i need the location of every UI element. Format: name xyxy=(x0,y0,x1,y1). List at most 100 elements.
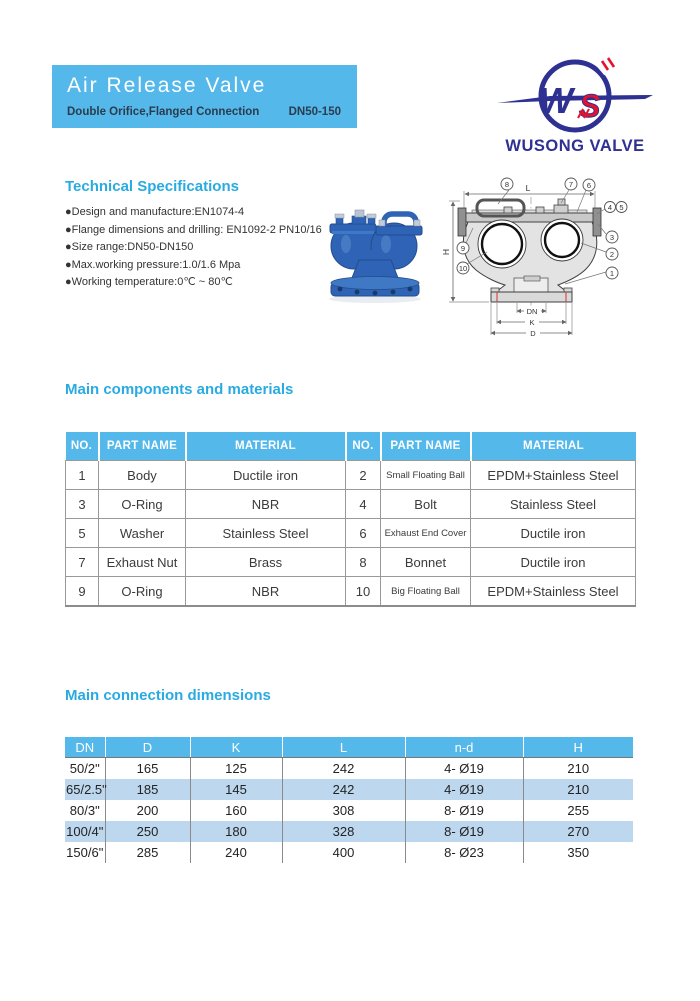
cell: NBR xyxy=(185,489,346,519)
table-header-row: DN D K L n-d H xyxy=(65,737,633,758)
dim-label-d: D xyxy=(530,329,536,338)
cell: 6 xyxy=(345,518,381,548)
cell: 125 xyxy=(189,757,282,779)
dim-label-h: H xyxy=(441,249,451,255)
cell: Ductile iron xyxy=(185,460,346,490)
cell: 8 xyxy=(345,547,381,577)
dimensions-heading: Main connection dimensions xyxy=(65,687,271,704)
callout-label: 10 xyxy=(459,264,467,273)
dim-label-dn: DN xyxy=(527,307,538,316)
callout-label: 6 xyxy=(587,181,591,190)
cell: 10 xyxy=(345,576,381,607)
table-row: 1 Body Ductile iron 2 Small Floating Bal… xyxy=(65,460,636,490)
table-row: 5 Washer Stainless Steel 6 Exhaust End C… xyxy=(65,518,636,548)
callout-label: 5 xyxy=(619,203,623,212)
cell: 242 xyxy=(281,779,405,800)
cell: 4 xyxy=(345,489,381,519)
column-header: MATERIAL xyxy=(184,432,346,461)
cell: 242 xyxy=(281,757,405,779)
spec-item: ●Flange dimensions and drilling: EN1092-… xyxy=(65,223,322,236)
components-table: NO. PART NAME MATERIAL NO. PART NAME MAT… xyxy=(65,432,636,607)
table-row: 65/2.5" 185 145 242 4- Ø19 210 xyxy=(65,779,633,800)
cell: 185 xyxy=(104,779,190,800)
cell: Big Floating Ball xyxy=(380,576,471,607)
header-subtitle: Double Orifice,Flanged Connection xyxy=(67,106,260,118)
cell: EPDM+Stainless Steel xyxy=(470,460,636,490)
cell: 50/2" xyxy=(69,761,100,776)
callout-label: 1 xyxy=(610,269,614,278)
tech-specs-list: ●Design and manufacture:EN1074-4 ●Flange… xyxy=(65,204,322,292)
dim-label-k: K xyxy=(529,318,534,327)
cell: NBR xyxy=(185,576,346,607)
header-block: Air Release Valve Double Orifice,Flanged… xyxy=(52,65,357,128)
cell: 255 xyxy=(522,800,633,821)
cell: O-Ring xyxy=(98,576,186,607)
cell: 270 xyxy=(522,821,633,842)
table-row: 80/3" 200 160 308 8- Ø19 255 xyxy=(65,800,633,821)
cell: Exhaust Nut xyxy=(98,547,186,577)
table-row: 7 Exhaust Nut Brass 8 Bonnet Ductile iro… xyxy=(65,547,636,577)
logo-letter-w: W xyxy=(539,80,576,121)
callout-label: 3 xyxy=(610,233,614,242)
logo-letter-s: S xyxy=(579,88,601,124)
cell: 200 xyxy=(104,800,190,821)
cell: 80/3" xyxy=(69,803,100,818)
cell: Exhaust End Cover xyxy=(380,518,471,548)
column-header: D xyxy=(104,737,190,758)
column-header: PART NAME xyxy=(379,432,471,461)
cell: Washer xyxy=(98,518,186,548)
cell: Bolt xyxy=(380,489,471,519)
column-header: K xyxy=(189,737,282,758)
column-header: NO. xyxy=(65,432,99,461)
cell: 400 xyxy=(281,842,405,863)
cell: 285 xyxy=(104,842,190,863)
cell: 160 xyxy=(189,800,282,821)
table-row: 3 O-Ring NBR 4 Bolt Stainless Steel xyxy=(65,489,636,519)
cell: 8- Ø19 xyxy=(404,821,523,842)
valve-photo-image xyxy=(329,209,423,303)
cell: 328 xyxy=(281,821,405,842)
header-subtitle-row: Double Orifice,Flanged Connection DN50-1… xyxy=(67,106,341,118)
spec-item: ●Max.working pressure:1.0/1.6 Mpa xyxy=(65,258,241,271)
cell: 8- Ø19 xyxy=(404,800,523,821)
cell: 7 xyxy=(65,547,99,577)
callout-label: 7 xyxy=(569,180,573,189)
cell: 308 xyxy=(281,800,405,821)
components-heading: Main components and materials xyxy=(65,381,294,398)
cell: Stainless Steel xyxy=(470,489,636,519)
callout-label: 4 xyxy=(608,203,612,212)
column-header: DN xyxy=(65,737,105,758)
cell: 65/2.5" xyxy=(66,782,107,797)
callout-label: 9 xyxy=(461,244,465,253)
column-header: n-d xyxy=(404,737,523,758)
spec-item: ●Design and manufacture:EN1074-4 xyxy=(65,206,245,218)
cell: Body xyxy=(98,460,186,490)
table-row: 100/4" 250 180 328 8- Ø19 270 xyxy=(65,821,633,842)
spec-item: ●Size range:DN50-DN150 xyxy=(65,241,194,253)
diagram-callouts: 8 7 6 4 5 3 2 1 9 10 xyxy=(456,177,628,285)
cell: 100/4" xyxy=(66,824,104,839)
column-header: MATERIAL xyxy=(469,432,636,461)
cell: 250 xyxy=(104,821,190,842)
dim-label-l: L xyxy=(526,183,531,193)
tech-specs-heading: Technical Specifications xyxy=(65,178,239,195)
cell: 210 xyxy=(522,779,633,800)
page-title: Air Release Valve xyxy=(67,74,267,97)
wusong-logo-icon: W S xyxy=(497,56,653,133)
cell: O-Ring xyxy=(98,489,186,519)
cell: 1 xyxy=(65,460,99,490)
cell: 150/6" xyxy=(66,845,104,860)
column-header: L xyxy=(281,737,405,758)
cell: 4- Ø19 xyxy=(404,757,523,779)
cell: 165 xyxy=(104,757,190,779)
cell: Bonnet xyxy=(380,547,471,577)
header-size-range: DN50-150 xyxy=(288,106,341,118)
brand-name: WUSONG VALVE xyxy=(505,137,645,155)
callout-label: 2 xyxy=(610,250,614,259)
table-row: 150/6" 285 240 400 8- Ø23 350 xyxy=(65,842,633,863)
column-header: NO. xyxy=(344,432,381,461)
dimensions-table: DN D K L n-d H 50/2" 165 125 242 4- Ø19 … xyxy=(65,737,633,863)
table-row: 50/2" 165 125 242 4- Ø19 210 xyxy=(65,757,633,779)
cell: 145 xyxy=(189,779,282,800)
cell: Stainless Steel xyxy=(185,518,346,548)
